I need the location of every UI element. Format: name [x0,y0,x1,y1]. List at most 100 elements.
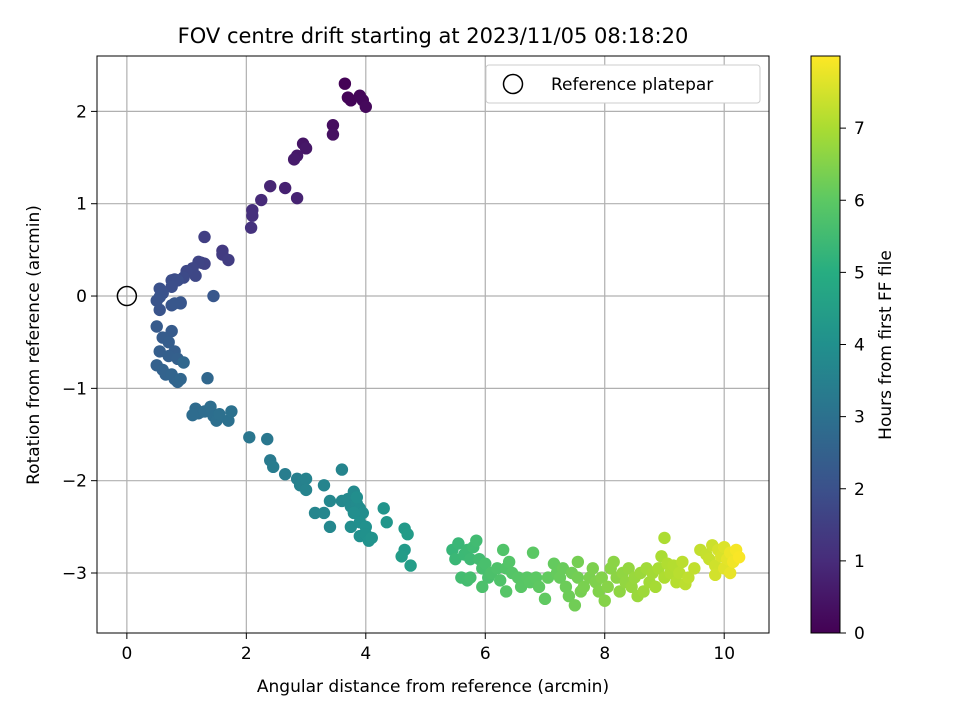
scatter-point [538,592,552,606]
scatter-point [243,431,256,444]
scatter-point [526,546,540,559]
scatter-point [267,460,280,474]
scatter-point [308,506,322,520]
scatter-point [264,179,277,193]
y-tick-label: −3 [62,564,87,584]
scatter-point [395,550,408,563]
scatter-point [586,562,599,575]
scatter-point [207,289,220,303]
scatter-point [165,280,178,293]
scatter-point [244,221,258,234]
x-tick-label: 0 [121,644,132,664]
scatter-point [637,585,650,598]
scatter-point [658,531,671,545]
scatter-point [709,568,722,582]
scatter-point [479,557,492,570]
scatter-point [607,555,620,569]
scatter-point [404,559,417,572]
scatter-point [198,230,211,244]
scatter-point [168,297,181,310]
scatter-point [649,580,662,594]
x-tick-label: 6 [480,644,491,664]
reference-platepar-marker [116,285,138,307]
legend-marker-icon [502,73,524,95]
colorbar-gradient [810,55,841,634]
scatter-point [317,479,331,492]
scatter-point [359,100,372,113]
grid [97,56,769,633]
legend: Reference platepar [485,64,761,104]
x-tick-label: 10 [713,644,735,664]
scatter-point [299,483,313,497]
scatter-point [326,119,340,132]
colorbar-tick-label: 6 [854,191,865,211]
scatter-point [577,580,591,594]
scatter-points [150,77,746,612]
scatter-point [222,253,235,267]
x-tick-label: 8 [599,644,610,664]
plot-frame [96,55,770,634]
scatter-point [338,77,352,90]
scatter-point [261,432,274,446]
scatter-point [287,153,301,166]
scatter-point [299,472,313,486]
scatter-point [380,516,393,529]
y-tick-label: 2 [76,102,87,122]
scatter-point [562,589,576,603]
scatter-point [532,580,546,594]
scatter-point [502,555,516,569]
scatter-point [255,193,268,207]
scatter-point [452,537,465,550]
scatter-point [162,335,175,349]
scatter-point [323,494,337,508]
scatter-point [290,191,304,205]
colorbar-tick-label: 0 [854,624,865,644]
scatter-point [464,571,477,584]
scatter-point [225,405,238,418]
scatter-point [476,580,489,594]
scatter-point [601,580,614,594]
y-tick-label: −1 [62,379,87,399]
scatter-point [299,142,313,155]
scatter-point [676,555,689,569]
scatter-point [682,571,695,584]
scatter-point [174,372,187,386]
chart-title: FOV centre drift starting at 2023/11/05 … [178,24,689,48]
scatter-point [326,128,340,141]
colorbar-tick-label: 3 [854,408,865,428]
scatter-point [350,491,364,504]
colorbar-tick-label: 5 [854,263,865,283]
scatter-point [571,571,585,584]
scatter-point [401,528,414,541]
colorbar: 0 1 2 3 4 5 6 7 Hours from first FF file [810,55,896,644]
scatter-point [622,562,635,575]
scatter-point [153,303,166,317]
scatter-point [213,408,226,421]
scatter-point [201,371,214,385]
scatter-point [347,506,361,520]
y-axis-label: Rotation from reference (arcmin) [24,205,44,485]
colorbar-tick-label: 1 [854,552,865,572]
scatter-point [177,356,190,369]
scatter-point [186,408,199,422]
scatter-point [732,551,746,564]
x-axis-ticks: 0 2 4 6 8 10 [121,633,735,664]
scatter-point [595,571,608,584]
legend-label: Reference platepar [551,75,713,95]
scatter-point [613,585,626,598]
scatter-point [598,594,611,607]
scatter-point [491,562,504,575]
colorbar-tick-label: 7 [854,119,865,139]
colorbar-tick-label: 4 [854,336,865,356]
y-axis-ticks: −3 −2 −1 0 1 2 [62,102,97,584]
scatter-point [365,531,378,545]
scatter-point [470,534,483,547]
x-axis-label: Angular distance from reference (arcmin) [257,677,609,697]
scatter-point [571,555,585,569]
scatter-point [278,181,292,195]
colorbar-tick-label: 2 [854,480,865,500]
colorbar-label: Hours from first FF file [876,250,896,440]
scatter-point [494,574,507,587]
scatter-point [150,320,163,333]
scatter-point [323,520,337,534]
